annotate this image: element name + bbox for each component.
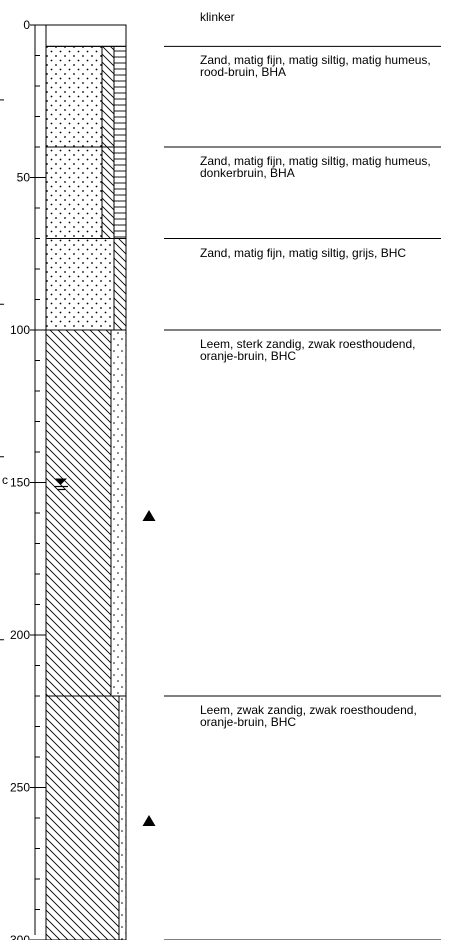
layer-main-fill: [46, 330, 111, 696]
depth-tick-label: 250: [10, 781, 30, 795]
layer-column-1: [45, 45, 127, 148]
layer-boundary-lines: [164, 45, 441, 940]
layer-columns: [45, 24, 127, 940]
layer-column-5: [45, 695, 127, 940]
layer-column-4: [45, 329, 127, 697]
layer-description-1: Zand, matig fijn, matig siltig, matig hu…: [200, 53, 431, 80]
layer-side-strip: [102, 46, 114, 147]
depth-tick-label: 100: [10, 323, 30, 337]
layer-side-strip: [119, 696, 126, 940]
layer-description-4: Leem, sterk zandig, zwak roesthoudend, o…: [200, 337, 416, 363]
layer-column-3: [45, 238, 127, 331]
layer-description-3: Zand, matig fijn, matig siltig, grijs, B…: [200, 245, 407, 260]
layer-main-fill: [46, 147, 102, 239]
layer-description-klinker: klinker: [200, 10, 235, 24]
markers: [54, 478, 156, 827]
groundwater-level-icon: [54, 478, 68, 491]
layer-main-fill: [46, 238, 114, 330]
layer-side-strip: [102, 147, 114, 239]
layer-column-klinker: [45, 24, 127, 47]
layer-side-strip: [114, 238, 126, 330]
depth-tick-label: 200: [10, 628, 30, 642]
layer-main-fill: [46, 696, 119, 940]
layer-outline: [45, 695, 127, 940]
layer-description-5: Leem, zwak zandig, zwak roesthoudend, or…: [200, 703, 417, 729]
depth-tick-label: 150: [10, 476, 30, 490]
layer-main-fill: [46, 46, 102, 147]
depth-tick-label: 50: [17, 171, 31, 185]
sample-triangle-icon: [142, 510, 156, 522]
layer-column-2: [45, 146, 127, 239]
depth-unit-label: c: [2, 473, 8, 487]
depth-tick-label: 0: [23, 18, 30, 32]
depth-axis: 0 50 100 150 200 250 300: [0, 18, 46, 940]
layer-side-strip: [114, 147, 126, 239]
depth-tick-label: 300: [10, 933, 30, 940]
layer-side-strip: [114, 46, 126, 147]
layer-description-2: Zand, matig fijn, matig siltig, matig hu…: [200, 154, 431, 180]
layer-side-strip: [111, 330, 126, 696]
sample-triangle-icon: [142, 815, 156, 827]
